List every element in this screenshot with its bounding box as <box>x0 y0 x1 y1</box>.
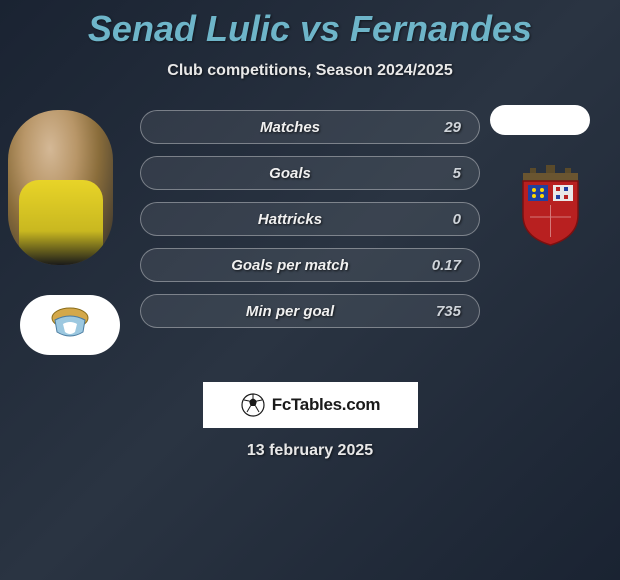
lazio-crest-icon <box>45 300 95 350</box>
stat-value: 735 <box>421 303 461 320</box>
club-right-logo <box>500 165 600 250</box>
player-left-photo <box>8 110 113 265</box>
stat-row: Matches 29 <box>140 110 480 144</box>
stat-label: Min per goal <box>159 303 421 320</box>
comparison-content: Matches 29 Goals 5 Hattricks 0 Goals per… <box>0 110 620 370</box>
stat-value: 29 <box>421 119 461 136</box>
club-left-logo <box>20 295 120 355</box>
footer-brand-badge: FcTables.com <box>203 382 418 428</box>
stat-value: 0 <box>421 211 461 228</box>
stat-row: Goals 5 <box>140 156 480 190</box>
stat-label: Goals <box>159 165 421 182</box>
stat-value: 0.17 <box>421 257 461 274</box>
player-right-photo <box>490 105 590 135</box>
stat-row: Min per goal 735 <box>140 294 480 328</box>
braga-crest-icon <box>508 165 593 250</box>
stat-label: Hattricks <box>159 211 421 228</box>
stat-row: Hattricks 0 <box>140 202 480 236</box>
page-title: Senad Lulic vs Fernandes <box>0 0 620 50</box>
comparison-date: 13 february 2025 <box>0 442 620 460</box>
stat-row: Goals per match 0.17 <box>140 248 480 282</box>
stat-label: Goals per match <box>159 257 421 274</box>
stats-list: Matches 29 Goals 5 Hattricks 0 Goals per… <box>140 110 480 340</box>
stat-label: Matches <box>159 119 421 136</box>
season-subtitle: Club competitions, Season 2024/2025 <box>0 62 620 80</box>
stat-value: 5 <box>421 165 461 182</box>
soccer-ball-icon <box>240 392 266 418</box>
footer-brand-text: FcTables.com <box>272 395 381 415</box>
